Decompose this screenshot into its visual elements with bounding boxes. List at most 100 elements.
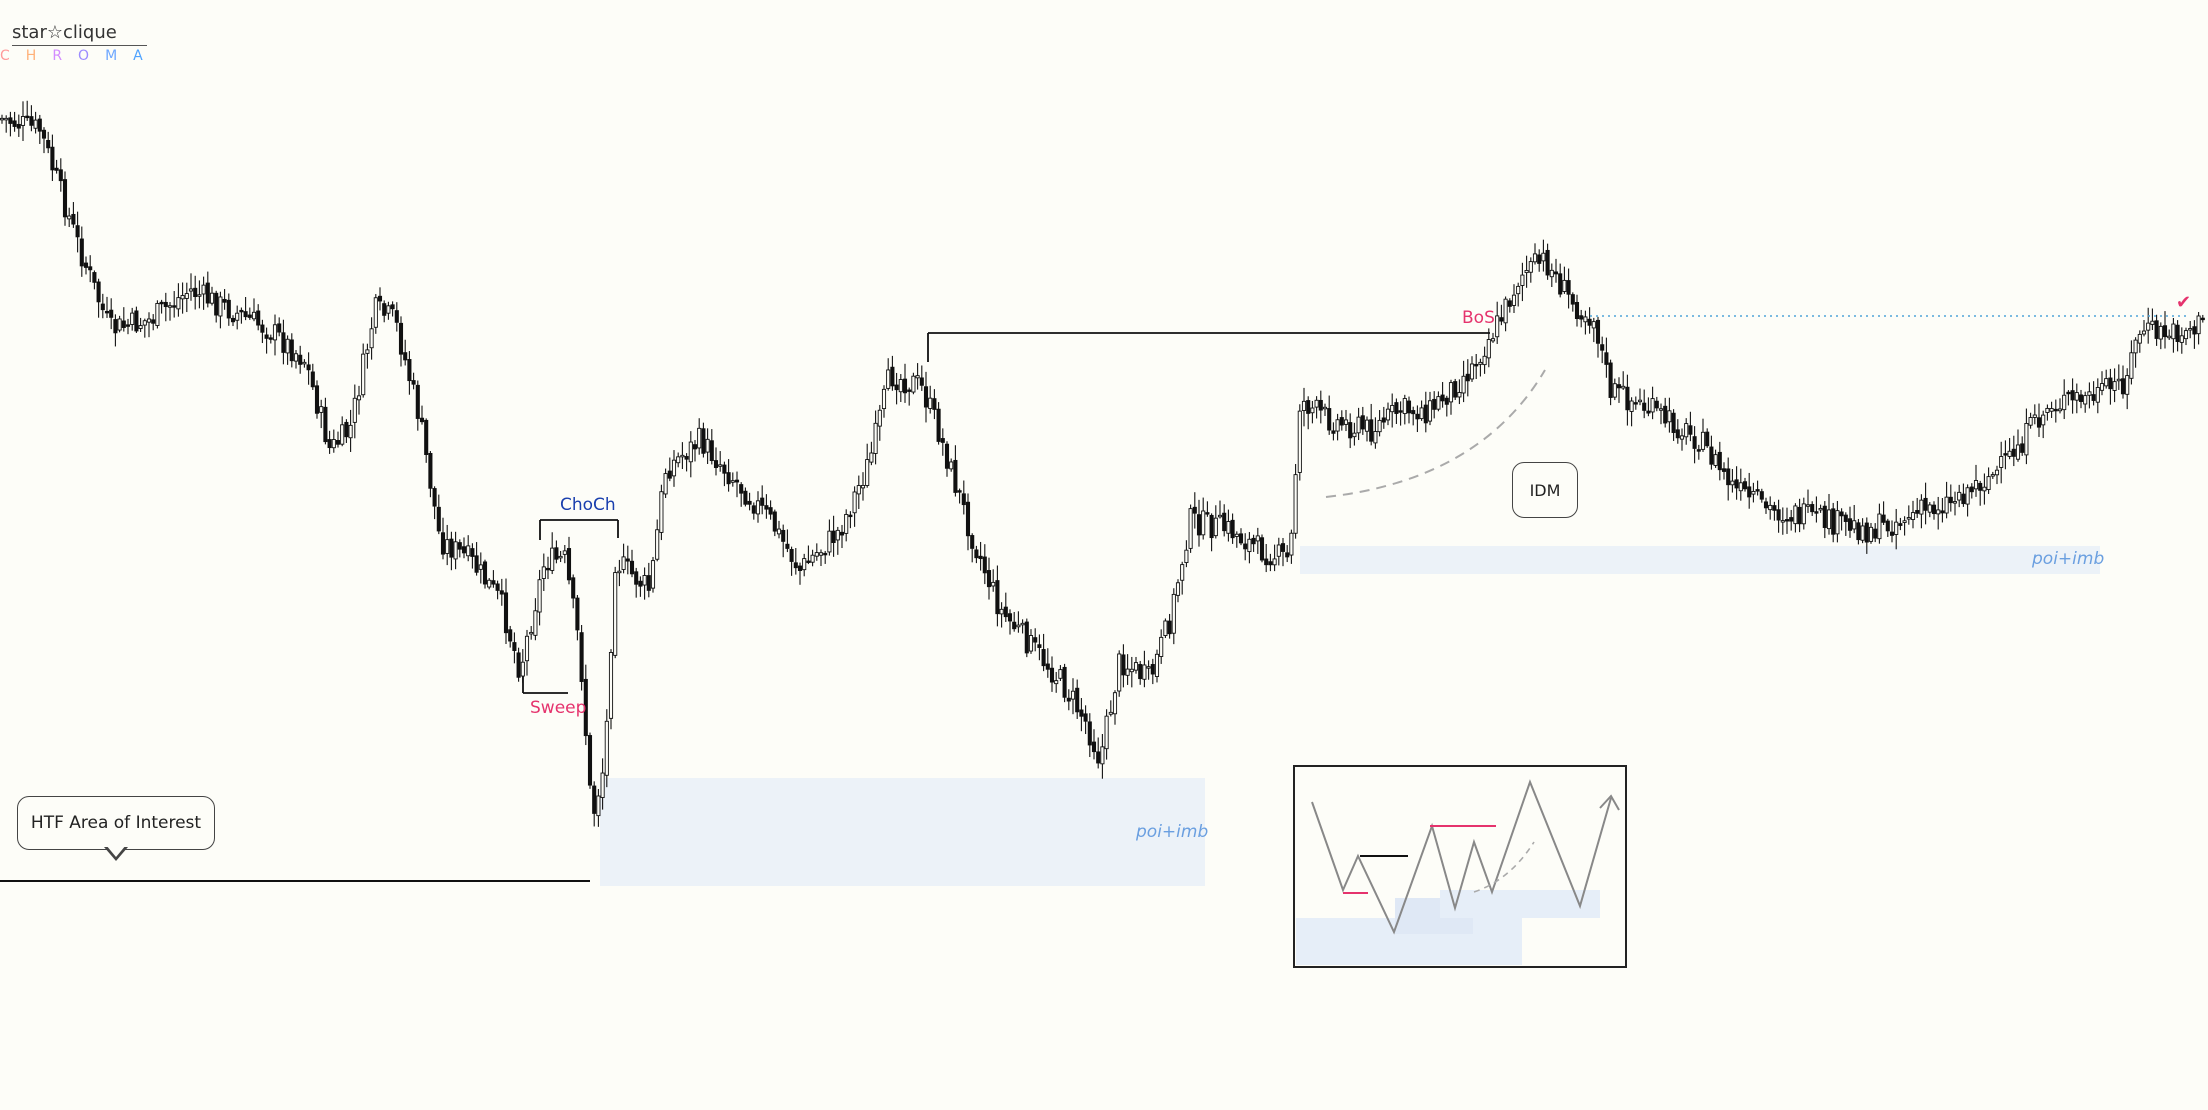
candle-body bbox=[1969, 486, 1974, 493]
candle-body bbox=[1184, 549, 1189, 563]
candle-body bbox=[508, 629, 513, 642]
candle-body bbox=[1268, 561, 1273, 566]
candle-body bbox=[650, 560, 656, 589]
candle-body bbox=[1558, 273, 1563, 295]
candle-body bbox=[1436, 396, 1441, 410]
candle-body bbox=[1495, 315, 1500, 338]
candle-body bbox=[1780, 520, 1785, 523]
candle-body bbox=[12, 120, 17, 127]
candle-body bbox=[1440, 394, 1445, 402]
candle-body bbox=[172, 305, 177, 308]
candle-body bbox=[617, 570, 622, 574]
candle-body bbox=[197, 294, 202, 297]
candle-body bbox=[928, 397, 933, 409]
candle-body bbox=[121, 320, 126, 328]
candle-body bbox=[352, 397, 357, 423]
candle-body bbox=[1646, 410, 1651, 414]
candle-body bbox=[1012, 621, 1017, 630]
candle-body bbox=[2041, 414, 2046, 426]
candle-body bbox=[1822, 505, 1827, 528]
candle-body bbox=[2011, 448, 2016, 457]
candle-body bbox=[1516, 285, 1521, 295]
candle-body bbox=[772, 511, 777, 532]
candle-body bbox=[1789, 517, 1794, 522]
candle-body bbox=[701, 428, 706, 454]
candle-body bbox=[982, 556, 987, 574]
poi-lower-label: poi+imb bbox=[1136, 822, 1209, 842]
candle-body bbox=[482, 561, 488, 585]
candle-body bbox=[789, 549, 794, 562]
candle-body bbox=[1289, 532, 1294, 556]
candle-body bbox=[2141, 330, 2147, 335]
candle-body bbox=[348, 424, 353, 439]
candle-body bbox=[142, 320, 147, 326]
candle-body bbox=[62, 179, 68, 218]
candle-body bbox=[760, 497, 765, 506]
candle-body bbox=[1272, 558, 1277, 566]
candle-body bbox=[865, 459, 870, 486]
candle-body bbox=[264, 334, 269, 339]
candle-body bbox=[1293, 474, 1298, 534]
candle-body bbox=[529, 631, 534, 635]
candle-body bbox=[764, 505, 769, 510]
candle-body bbox=[1318, 399, 1323, 411]
candle-body bbox=[58, 169, 63, 182]
candle-body bbox=[1663, 405, 1668, 424]
candle-body bbox=[1889, 531, 1895, 536]
candle-body bbox=[1999, 456, 2004, 468]
candle-body bbox=[1633, 402, 1638, 405]
candle-body bbox=[256, 310, 261, 326]
candle-body bbox=[235, 312, 240, 321]
candle-body bbox=[823, 552, 828, 556]
candle-body bbox=[1902, 520, 1907, 523]
candle-body bbox=[663, 473, 668, 495]
candle-body bbox=[1751, 491, 1756, 495]
candle-body bbox=[432, 488, 437, 507]
candle-body bbox=[2015, 444, 2021, 460]
candle-body bbox=[449, 538, 454, 558]
candle-body bbox=[810, 554, 815, 563]
candle-body bbox=[1562, 279, 1567, 292]
candle-body bbox=[1608, 362, 1613, 398]
candle-body bbox=[1217, 514, 1223, 518]
candle-body bbox=[1461, 375, 1466, 394]
candle-body bbox=[587, 735, 593, 786]
candle-body bbox=[709, 440, 714, 462]
candle-body bbox=[1255, 535, 1260, 542]
inset-idm-curve bbox=[1473, 841, 1535, 893]
candle-body bbox=[739, 484, 744, 494]
candle-body bbox=[436, 506, 441, 532]
candle-body bbox=[46, 139, 51, 149]
candle-body bbox=[1944, 496, 1949, 514]
candle-body bbox=[277, 323, 282, 333]
candle-body bbox=[1406, 400, 1412, 414]
candle-body bbox=[1726, 468, 1731, 486]
candle-body bbox=[109, 309, 114, 318]
zones-layer bbox=[600, 546, 2100, 886]
candle-body bbox=[1814, 511, 1819, 514]
candle-body bbox=[1377, 419, 1382, 433]
candle-body bbox=[440, 532, 446, 555]
candle-body bbox=[1133, 662, 1139, 671]
candle-body bbox=[923, 386, 929, 408]
candle-body bbox=[1062, 666, 1067, 698]
candle-body bbox=[932, 398, 937, 410]
candle-body bbox=[974, 549, 979, 559]
candle-body bbox=[478, 564, 483, 570]
candle-body bbox=[1839, 511, 1844, 517]
candle-body bbox=[2146, 322, 2151, 331]
candle-body bbox=[1776, 509, 1781, 521]
candle-body bbox=[1616, 384, 1622, 389]
candle-body bbox=[730, 480, 735, 483]
levels-layer bbox=[0, 315, 2190, 882]
candle-body bbox=[222, 298, 227, 303]
candle-body bbox=[1931, 504, 1937, 515]
candle-body bbox=[1574, 301, 1580, 320]
candle-body bbox=[2095, 387, 2100, 403]
candle-body bbox=[873, 422, 878, 454]
candle-body bbox=[1675, 429, 1680, 439]
candle-body bbox=[1453, 381, 1458, 398]
candle-body bbox=[1234, 533, 1239, 537]
candle-body bbox=[713, 460, 719, 469]
candle-body bbox=[877, 409, 882, 427]
